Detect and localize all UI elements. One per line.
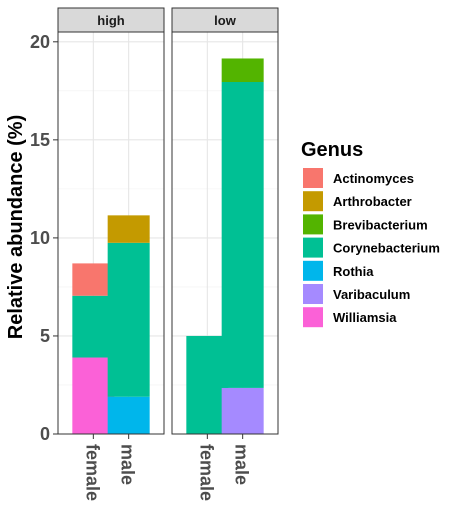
- bar-segment-high-female-williamsia: [72, 357, 115, 434]
- panel-border: [171, 31, 279, 435]
- panel-high: high female male: [57, 7, 165, 501]
- strip-high: [57, 7, 165, 33]
- legend: Genus Actinomyces Arthrobacter Brevibacter…: [301, 139, 440, 328]
- y-tick-label: 0: [40, 424, 50, 444]
- legend-label-arthrobacter: Arthrobacter: [333, 194, 412, 209]
- y-tick-label: 20: [30, 32, 50, 52]
- legend-key-rothia: [303, 260, 323, 281]
- y-tick-label: 5: [40, 326, 50, 346]
- legend-label-actinomyces: Actinomyces: [333, 171, 414, 186]
- bar-segment-low-male-varibaculum: [221, 387, 264, 434]
- legend-title: Genus: [301, 139, 363, 161]
- y-axis-title: Relative abundance (%): [5, 115, 27, 340]
- bar-segment-high-male-rothia: [107, 396, 150, 434]
- strip-label-high: high: [97, 13, 124, 28]
- legend-label-williamsia: Williamsia: [333, 310, 397, 325]
- legend-label-varibaculum: Varibaculum: [333, 287, 410, 302]
- x-tick-label-low-male: male: [232, 444, 252, 485]
- y-tick-label: 15: [30, 130, 50, 150]
- legend-label-corynebacterium: Corynebacterium: [333, 241, 440, 256]
- legend-items: Actinomyces Arthrobacter Brevibacterium Cor…: [303, 168, 440, 328]
- legend-key-arthrobacter: [303, 191, 323, 212]
- bar-segment-high-female-actinomyces: [72, 263, 115, 296]
- legend-key-brevibacterium: [303, 214, 323, 235]
- legend-key-varibaculum: [303, 284, 323, 304]
- bar-segment-high-female-corynebacterium: [72, 295, 115, 358]
- bar-segment-low-male-brevibacterium: [221, 58, 264, 83]
- bar-segment-high-male-arthrobacter: [107, 215, 150, 243]
- x-tick-label-high-male: male: [118, 444, 138, 485]
- strip-label-low: low: [214, 13, 237, 28]
- facet-panels: high female male low female male 0 5 10 15 20: [30, 7, 279, 501]
- legend-key-corynebacterium: [303, 237, 323, 258]
- y-tick-label: 10: [30, 228, 50, 248]
- x-tick-label-low-female: female: [196, 444, 216, 501]
- legend-label-rothia: Rothia: [333, 264, 374, 279]
- panel-low: low female male: [171, 7, 279, 501]
- bar-segment-high-male-corynebacterium: [107, 242, 150, 397]
- panel-border: [57, 31, 165, 435]
- legend-key-williamsia: [303, 307, 323, 328]
- bar-segment-low-female-corynebacterium: [186, 335, 229, 434]
- legend-key-actinomyces: [303, 168, 323, 188]
- x-tick-label-high-female: female: [82, 444, 102, 501]
- legend-label-brevibacterium: Brevibacterium: [333, 217, 428, 232]
- bar-segment-low-male-corynebacterium: [221, 82, 264, 388]
